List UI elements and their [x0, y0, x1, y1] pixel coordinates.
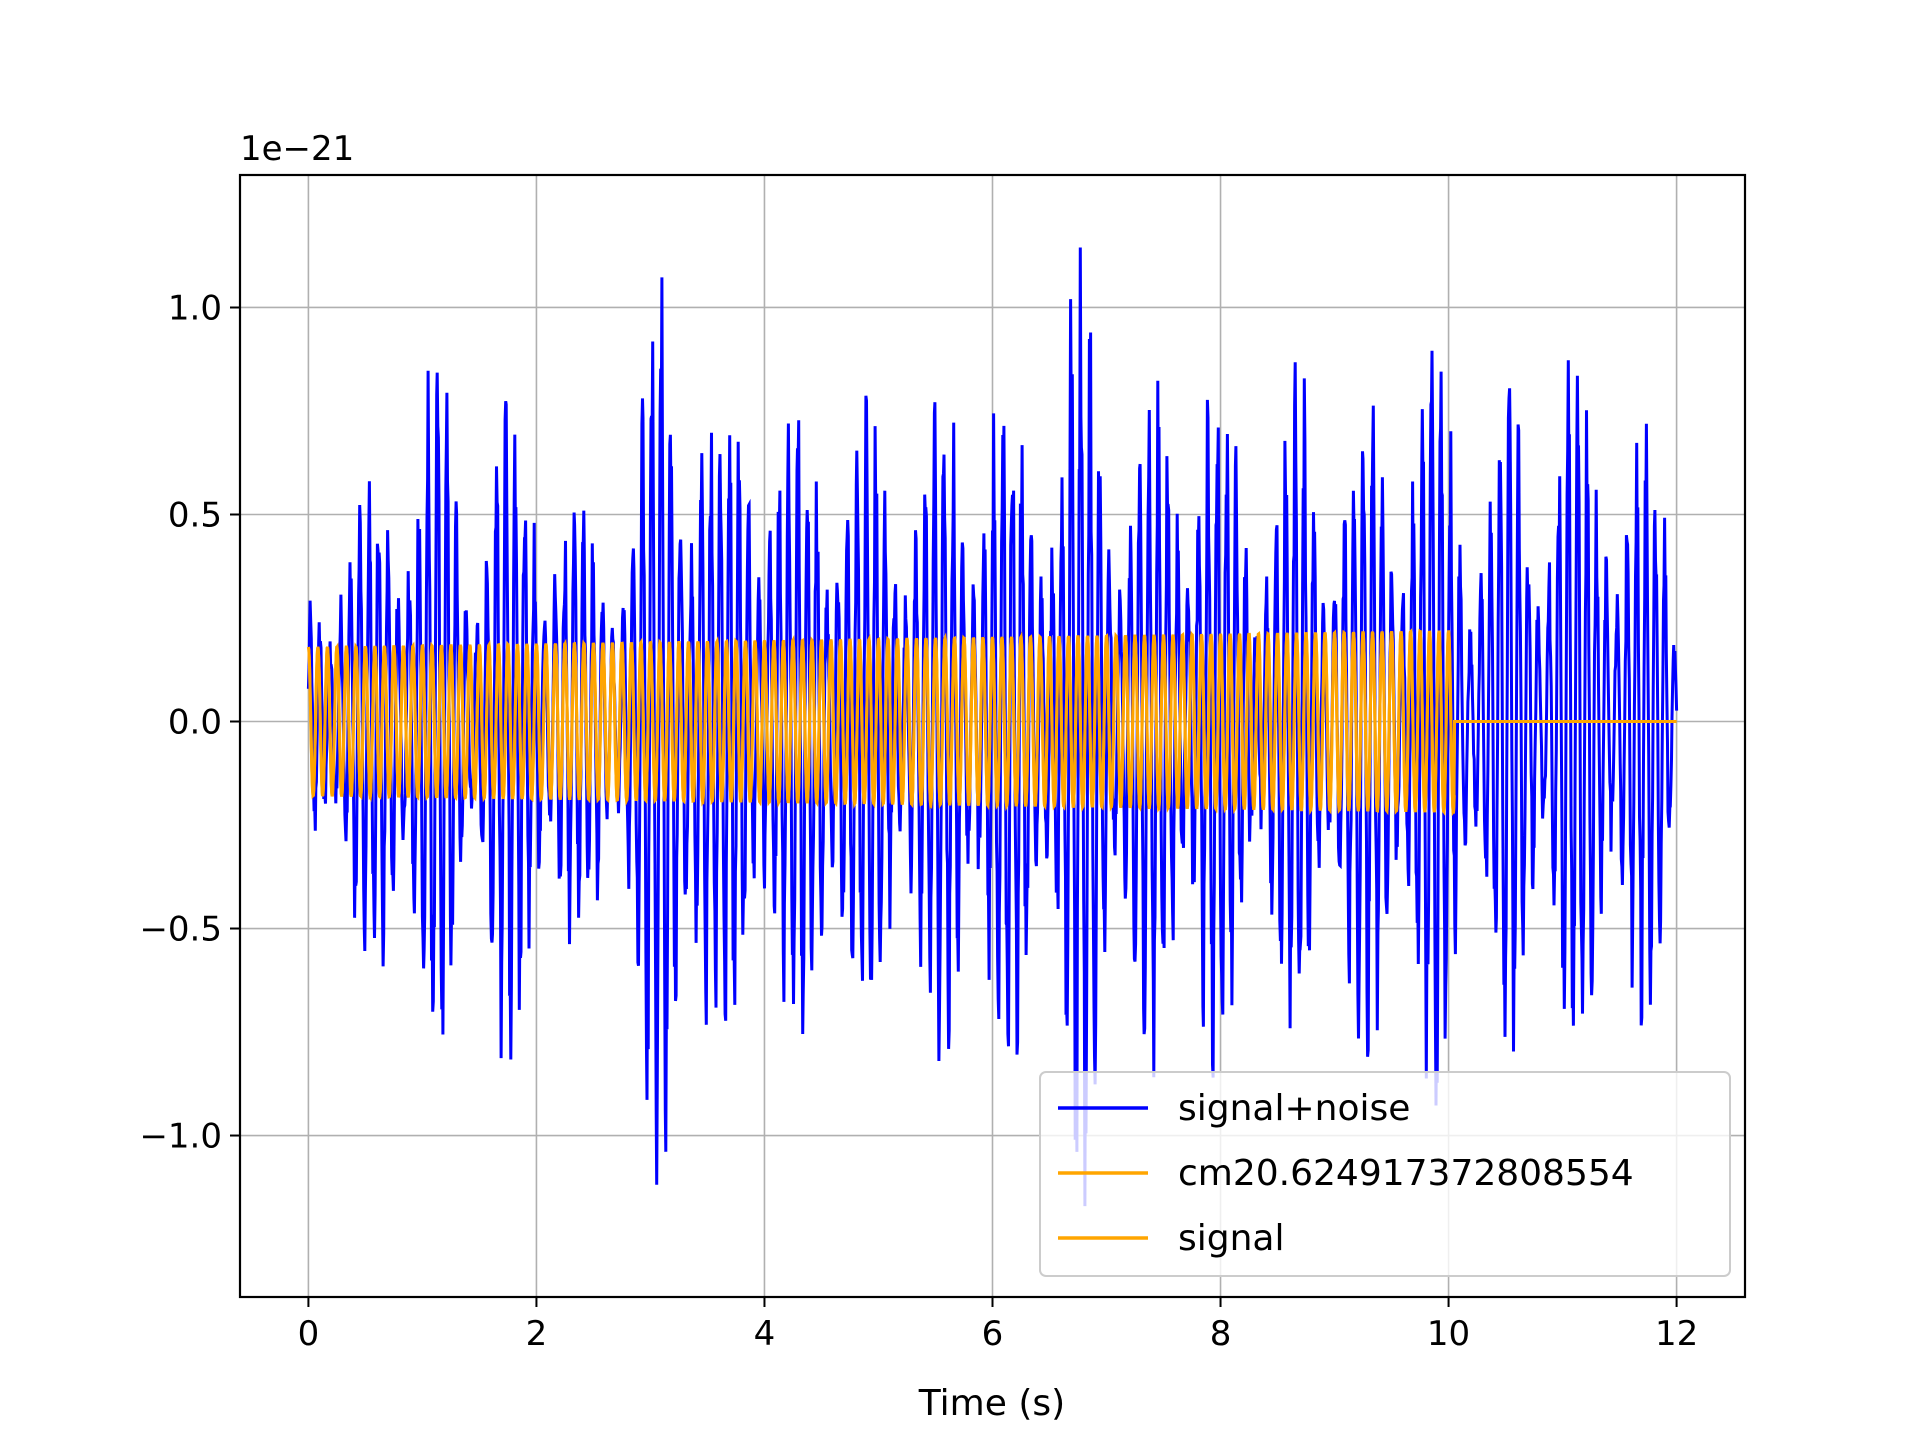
y-axis-ticks: −1.0 −0.5 0.0 0.5 1.0 — [139, 288, 240, 1157]
y-tick-label: −0.5 — [139, 910, 222, 950]
x-tick-label: 8 — [1210, 1314, 1232, 1354]
y-tick-label: 0.0 — [168, 703, 222, 743]
x-tick-label: 0 — [298, 1314, 320, 1354]
legend-label: cm20.624917372808554 — [1178, 1153, 1634, 1194]
legend-label: signal — [1178, 1218, 1285, 1259]
y-offset-label: 1e−21 — [240, 129, 354, 169]
x-tick-label: 4 — [754, 1314, 776, 1354]
y-tick-label: 1.0 — [168, 288, 222, 328]
legend: signal+noise cm20.624917372808554 signal — [1039, 1071, 1731, 1277]
legend-box — [1039, 1071, 1731, 1277]
x-tick-label: 6 — [982, 1314, 1004, 1354]
x-axis-ticks: 0 2 4 6 8 10 12 — [298, 1297, 1698, 1354]
x-tick-label: 10 — [1427, 1314, 1470, 1354]
y-tick-label: −1.0 — [139, 1117, 222, 1157]
y-tick-label: 0.5 — [168, 495, 222, 535]
series-signal-line — [306, 630, 1677, 817]
x-tick-label: 12 — [1655, 1314, 1698, 1354]
x-axis-label: Time (s) — [918, 1383, 1065, 1424]
legend-label: signal+noise — [1178, 1088, 1410, 1129]
x-tick-label: 2 — [526, 1314, 548, 1354]
series-lines — [306, 247, 1679, 1207]
